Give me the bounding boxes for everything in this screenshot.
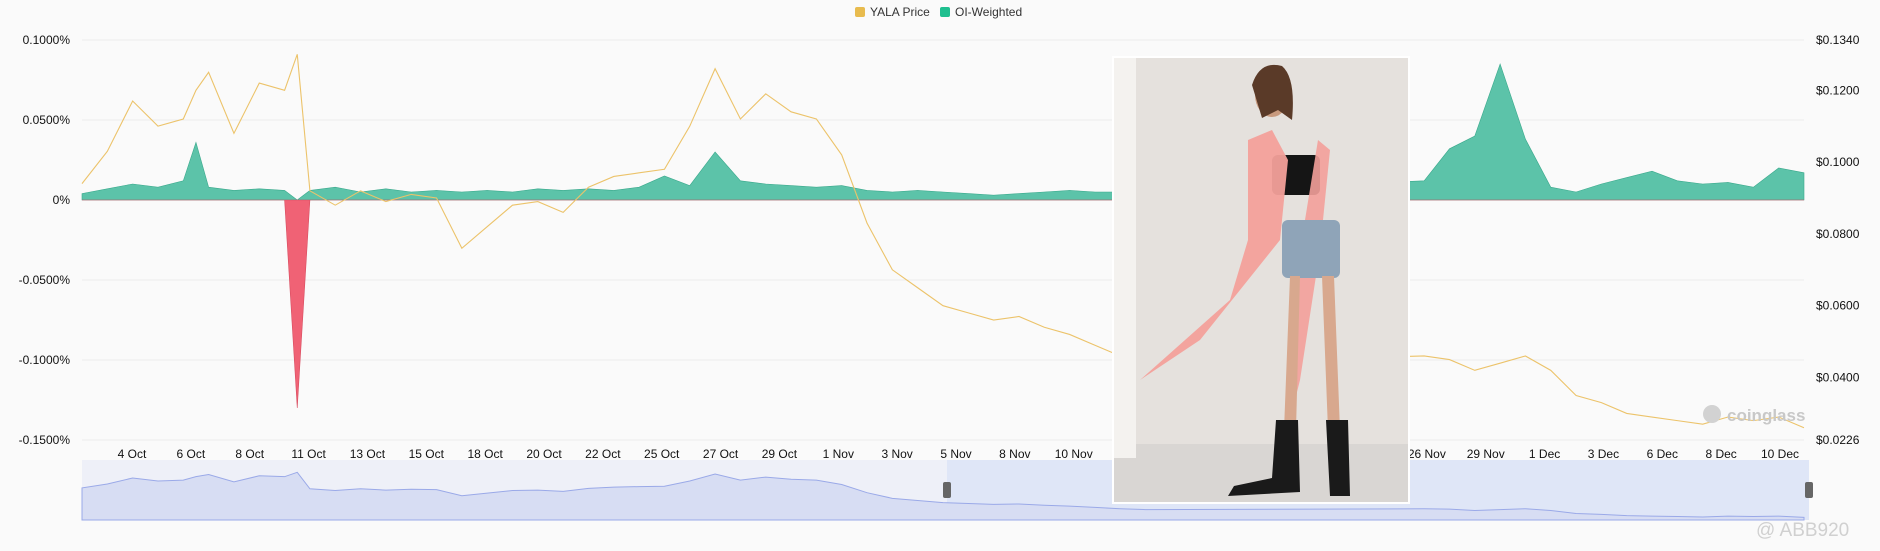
right-tick-label: $0.0400	[1816, 371, 1860, 385]
left-tick-label: 0.0500%	[23, 113, 71, 127]
left-tick-label: -0.0500%	[19, 273, 71, 287]
oi-weighted-negative-area	[82, 199, 1804, 409]
watermark-text: coinglass	[1727, 406, 1805, 425]
photo-coat-right	[1290, 140, 1330, 420]
range-selector[interactable]	[81, 460, 1813, 521]
x-tick-label: 8 Dec	[1705, 447, 1736, 461]
right-tick-label: $0.0600	[1816, 299, 1860, 313]
right-tick-label: $0.1340	[1816, 33, 1860, 47]
navigator-series	[81, 471, 1805, 521]
left-tick-label: -0.1500%	[19, 433, 71, 447]
photo-boots	[1228, 420, 1350, 496]
x-axis: 4 Oct 6 Oct 8 Oct 11 Oct 13 Oct 15 Oct 18 Oct 2…	[118, 447, 1799, 461]
x-tick-label: 25 Oct	[644, 447, 680, 461]
legend-item-price[interactable]: YALA Price	[855, 5, 930, 19]
x-tick-label: 4 Oct	[118, 447, 147, 461]
x-tick-label: 29 Oct	[762, 447, 798, 461]
x-tick-label: 8 Nov	[999, 447, 1030, 461]
legend-swatch-oi-weighted	[940, 7, 950, 17]
x-tick-label: 8 Oct	[235, 447, 264, 461]
right-tick-label: $0.0226	[1816, 433, 1860, 447]
x-tick-label: 15 Oct	[409, 447, 445, 461]
x-tick-label: 27 Oct	[703, 447, 739, 461]
navigator-handle-right[interactable]	[1805, 482, 1813, 498]
legend: YALA Price OI-Weighted	[855, 5, 1022, 19]
right-axis: $0.1340 $0.1200 $0.1000 $0.0800 $0.0600 $0.04…	[1816, 33, 1860, 447]
navigator-handle-left[interactable]	[943, 482, 951, 498]
x-tick-label: 11 Oct	[291, 447, 326, 461]
x-tick-label: 22 Oct	[585, 447, 621, 461]
photo-coat	[1140, 130, 1288, 380]
x-tick-label: 3 Nov	[881, 447, 912, 461]
photo-window-strip	[1114, 58, 1136, 458]
left-axis: 0.1000% 0.0500% 0% -0.0500% -0.1000% -0.1500%	[19, 33, 71, 447]
x-tick-label: 29 Nov	[1467, 447, 1505, 461]
x-tick-label: 5 Nov	[940, 447, 971, 461]
x-tick-label: 3 Dec	[1588, 447, 1619, 461]
yala-price-line	[81, 54, 1805, 429]
photo-legs	[1284, 276, 1340, 430]
oi-weighted-positive-area	[81, 63, 1805, 201]
photo-shorts	[1282, 220, 1340, 278]
left-tick-label: 0.1000%	[23, 33, 71, 47]
right-tick-label: $0.1200	[1816, 83, 1860, 97]
grid-lines	[82, 39, 1804, 441]
legend-item-oi-weighted[interactable]: OI-Weighted	[940, 5, 1022, 19]
x-tick-label: 1 Dec	[1529, 447, 1560, 461]
x-tick-label: 10 Dec	[1761, 447, 1799, 461]
legend-label-price: YALA Price	[870, 5, 930, 19]
legend-label-oi-weighted: OI-Weighted	[955, 5, 1022, 19]
footer-credit: @ ABB920	[1756, 520, 1849, 541]
x-tick-label: 20 Oct	[526, 447, 562, 461]
legend-swatch-price	[855, 7, 865, 17]
x-tick-label: 6 Dec	[1647, 447, 1678, 461]
x-tick-label: 10 Nov	[1055, 447, 1093, 461]
photo-hair	[1252, 64, 1293, 120]
x-tick-label: 26 Nov	[1408, 447, 1446, 461]
x-tick-label: 1 Nov	[823, 447, 854, 461]
photo-person-figure	[1140, 64, 1350, 496]
left-tick-label: -0.1000%	[19, 353, 71, 367]
overlay-photo	[1112, 56, 1410, 504]
x-tick-label: 18 Oct	[467, 447, 503, 461]
x-tick-label: 6 Oct	[177, 447, 206, 461]
right-tick-label: $0.1000	[1816, 155, 1860, 169]
x-tick-label: 13 Oct	[350, 447, 386, 461]
right-tick-label: $0.0800	[1816, 227, 1860, 241]
left-tick-label: 0%	[53, 193, 71, 207]
coinglass-watermark: coinglass	[1703, 405, 1805, 425]
coinglass-logo-icon	[1703, 405, 1721, 423]
